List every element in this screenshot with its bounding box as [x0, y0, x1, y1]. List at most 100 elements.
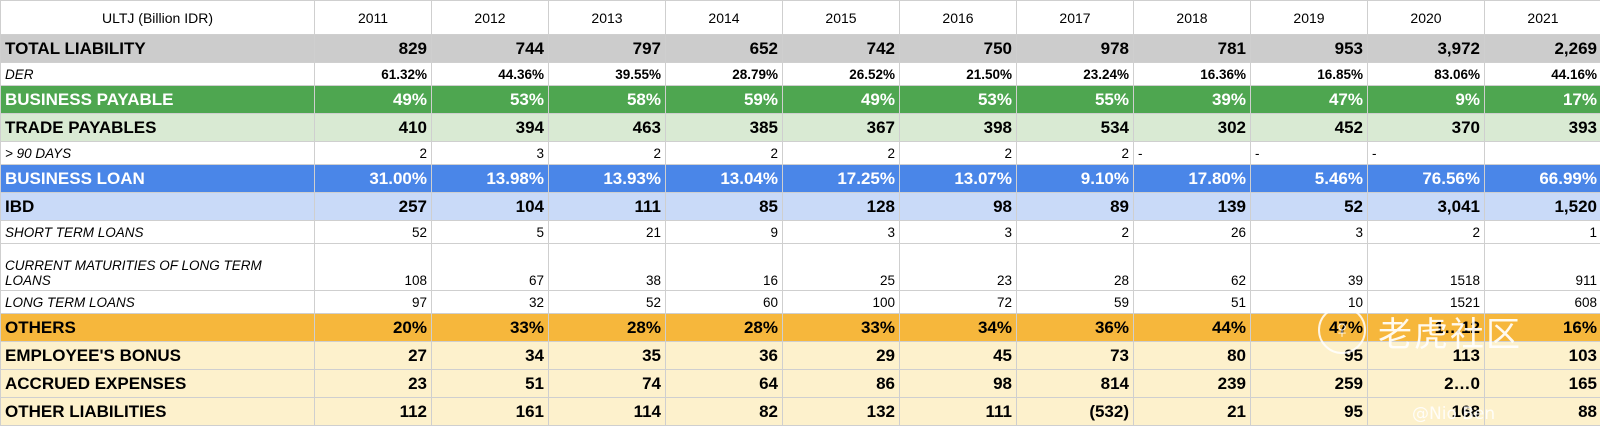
value-cell[interactable]: 26: [1133, 220, 1251, 244]
value-cell[interactable]: 2,269: [1484, 34, 1600, 63]
value-cell[interactable]: 744: [431, 34, 549, 63]
value-cell[interactable]: 27: [314, 341, 432, 370]
value-cell[interactable]: 33%: [782, 313, 900, 342]
value-cell[interactable]: 394: [431, 113, 549, 142]
value-cell[interactable]: 370: [1367, 113, 1485, 142]
value-cell[interactable]: 59: [1016, 290, 1134, 314]
value-cell[interactable]: 53%: [431, 85, 549, 114]
year-cell[interactable]: 2014: [665, 0, 783, 35]
value-cell[interactable]: 23: [314, 369, 432, 398]
value-cell[interactable]: 83.06%: [1367, 62, 1485, 86]
value-cell[interactable]: 26.52%: [782, 62, 900, 86]
value-cell[interactable]: 5.46%: [1250, 164, 1368, 193]
value-cell[interactable]: 814: [1016, 369, 1134, 398]
value-cell[interactable]: 51: [431, 369, 549, 398]
value-cell[interactable]: -: [1367, 141, 1485, 165]
value-cell[interactable]: 114: [548, 397, 666, 426]
value-cell[interactable]: 85: [665, 192, 783, 221]
value-cell[interactable]: 1518: [1367, 243, 1485, 291]
year-cell[interactable]: 2016: [899, 0, 1017, 35]
value-cell[interactable]: 52: [548, 290, 666, 314]
value-cell[interactable]: 47%: [1250, 85, 1368, 114]
value-cell[interactable]: 2: [899, 141, 1017, 165]
value-cell[interactable]: -: [1133, 141, 1251, 165]
value-cell[interactable]: 32: [431, 290, 549, 314]
value-cell[interactable]: 39: [1250, 243, 1368, 291]
value-cell[interactable]: 953: [1250, 34, 1368, 63]
value-cell[interactable]: 20%: [314, 313, 432, 342]
value-cell[interactable]: 39.55%: [548, 62, 666, 86]
value-cell[interactable]: 16.85%: [1250, 62, 1368, 86]
value-cell[interactable]: 52: [314, 220, 432, 244]
year-cell[interactable]: 2012: [431, 0, 549, 35]
value-cell[interactable]: 98: [899, 192, 1017, 221]
value-cell[interactable]: 2: [665, 141, 783, 165]
value-cell[interactable]: 302: [1133, 113, 1251, 142]
value-cell[interactable]: 3: [431, 141, 549, 165]
value-cell[interactable]: 132: [782, 397, 900, 426]
value-cell[interactable]: 3: [782, 220, 900, 244]
value-cell[interactable]: 111: [548, 192, 666, 221]
value-cell[interactable]: 35: [548, 341, 666, 370]
value-cell[interactable]: 44.16%: [1484, 62, 1600, 86]
value-cell[interactable]: 2: [314, 141, 432, 165]
value-cell[interactable]: 21: [548, 220, 666, 244]
value-cell[interactable]: 139: [1133, 192, 1251, 221]
row-label-cell[interactable]: DER: [0, 62, 315, 86]
value-cell[interactable]: 385: [665, 113, 783, 142]
value-cell[interactable]: 62: [1133, 243, 1251, 291]
value-cell[interactable]: 49%: [314, 85, 432, 114]
value-cell[interactable]: 61.32%: [314, 62, 432, 86]
value-cell[interactable]: 36: [665, 341, 783, 370]
value-cell[interactable]: 398: [899, 113, 1017, 142]
value-cell[interactable]: 9.10%: [1016, 164, 1134, 193]
value-cell[interactable]: 59%: [665, 85, 783, 114]
value-cell[interactable]: 44%: [1133, 313, 1251, 342]
value-cell[interactable]: 64: [665, 369, 783, 398]
value-cell[interactable]: 72: [899, 290, 1017, 314]
value-cell[interactable]: 410: [314, 113, 432, 142]
value-cell[interactable]: 165: [1484, 369, 1600, 398]
value-cell[interactable]: 829: [314, 34, 432, 63]
year-cell[interactable]: 2021: [1484, 0, 1600, 35]
value-cell[interactable]: 21: [1133, 397, 1251, 426]
year-cell[interactable]: 2011: [314, 0, 432, 35]
value-cell[interactable]: 16%: [1484, 313, 1600, 342]
value-cell[interactable]: 978: [1016, 34, 1134, 63]
value-cell[interactable]: 103: [1484, 341, 1600, 370]
value-cell[interactable]: 13.93%: [548, 164, 666, 193]
value-cell[interactable]: 797: [548, 34, 666, 63]
value-cell[interactable]: 23: [899, 243, 1017, 291]
value-cell[interactable]: 3: [1250, 220, 1368, 244]
value-cell[interactable]: 16: [665, 243, 783, 291]
value-cell[interactable]: 28: [1016, 243, 1134, 291]
value-cell[interactable]: 45: [899, 341, 1017, 370]
value-cell[interactable]: 44.36%: [431, 62, 549, 86]
value-cell[interactable]: -: [1250, 141, 1368, 165]
value-cell[interactable]: 9%: [1367, 85, 1485, 114]
value-cell[interactable]: 161: [431, 397, 549, 426]
row-label-cell[interactable]: LONG TERM LOANS: [0, 290, 315, 314]
value-cell[interactable]: 95: [1250, 397, 1368, 426]
value-cell[interactable]: 53%: [899, 85, 1017, 114]
row-label-cell[interactable]: > 90 DAYS: [0, 141, 315, 165]
value-cell[interactable]: 13.04%: [665, 164, 783, 193]
value-cell[interactable]: 13.98%: [431, 164, 549, 193]
value-cell[interactable]: 28%: [665, 313, 783, 342]
value-cell[interactable]: 39%: [1133, 85, 1251, 114]
value-cell[interactable]: 38: [548, 243, 666, 291]
row-label-cell[interactable]: TRADE PAYABLES: [0, 113, 315, 142]
year-cell[interactable]: 2020: [1367, 0, 1485, 35]
value-cell[interactable]: 76.56%: [1367, 164, 1485, 193]
row-label-cell[interactable]: EMPLOYEE'S BONUS: [0, 341, 315, 370]
value-cell[interactable]: 73: [1016, 341, 1134, 370]
value-cell[interactable]: 52: [1250, 192, 1368, 221]
value-cell[interactable]: 17%: [1484, 85, 1600, 114]
value-cell[interactable]: 34%: [899, 313, 1017, 342]
value-cell[interactable]: 49%: [782, 85, 900, 114]
value-cell[interactable]: 23.24%: [1016, 62, 1134, 86]
value-cell[interactable]: [1484, 141, 1600, 165]
value-cell[interactable]: 2: [548, 141, 666, 165]
year-cell[interactable]: 2018: [1133, 0, 1251, 35]
value-cell[interactable]: 86: [782, 369, 900, 398]
